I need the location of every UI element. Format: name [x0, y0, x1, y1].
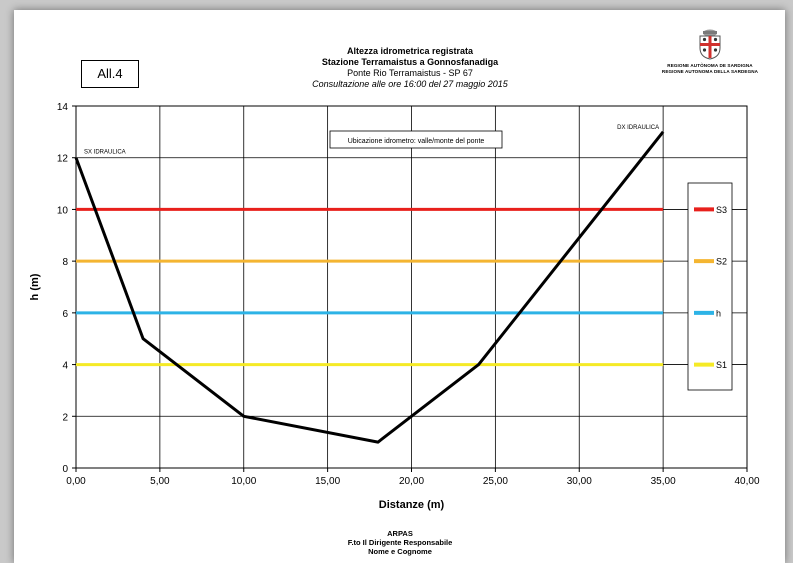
legend-label-h: h: [716, 308, 721, 318]
y-axis-label: h (m): [29, 273, 41, 300]
chart-header: Altezza idrometrica registrata Stazione …: [240, 46, 580, 90]
x-axis-label: Distanze (m): [379, 499, 445, 511]
bridge-name: Ponte Rio Terramaistus - SP 67: [347, 68, 473, 78]
chart-title: Altezza idrometrica registrata: [346, 46, 474, 56]
y-tick-label: 8: [62, 257, 68, 268]
agency-name: ARPAS: [387, 529, 413, 538]
y-tick-label: 12: [57, 154, 69, 165]
attachment-label: All.4: [81, 60, 139, 88]
signature-block: ARPAS F.to Il Dirigente Responsabile Nom…: [300, 529, 500, 556]
x-tick-label: 35,00: [651, 476, 676, 487]
legend-label-S3: S3: [716, 205, 727, 215]
region-name-sardinian: REGIONE AUTÒNOMA DE SARDIGNA: [667, 63, 753, 68]
region-emblem: REGIONE AUTÒNOMA DE SARDIGNA REGIONE AUT…: [655, 28, 765, 75]
x-tick-label: 0,00: [66, 476, 86, 487]
document-sheet: [14, 10, 785, 563]
x-tick-label: 30,00: [567, 476, 592, 487]
region-name-italian: REGIONE AUTONOMA DELLA SARDEGNA: [661, 69, 759, 74]
y-tick-label: 2: [62, 412, 68, 423]
consultation-time: Consultazione alle ore 16:00 del 27 magg…: [312, 79, 508, 89]
x-tick-label: 15,00: [315, 476, 340, 487]
station-name: Stazione Terramaistus a Gonnosfanadiga: [321, 57, 499, 67]
x-tick-label: 40,00: [734, 476, 759, 487]
y-tick-label: 14: [57, 102, 69, 113]
signer-role: F.to Il Dirigente Responsabile: [347, 538, 453, 547]
x-tick-label: 25,00: [483, 476, 508, 487]
left-bank-label: SX IDRAULICA: [84, 150, 126, 156]
legend-label-S1: S1: [716, 360, 727, 370]
coat-of-arms-icon: [699, 29, 721, 60]
x-tick-label: 20,00: [399, 476, 424, 487]
y-tick-label: 6: [62, 309, 68, 320]
gauge-note-text: Ubicazione idrometro: valle/monte del po…: [348, 138, 485, 145]
signer-name: Nome e Cognome: [368, 547, 432, 556]
x-tick-label: 5,00: [150, 476, 170, 487]
gauge-note-box: [329, 130, 503, 149]
y-tick-label: 10: [57, 205, 69, 216]
right-bank-label: DX IDRAULICA: [617, 125, 659, 131]
x-tick-label: 10,00: [231, 476, 256, 487]
y-tick-label: 4: [62, 361, 68, 372]
riverbed-profile-line: [74, 130, 665, 444]
legend-box: [687, 182, 733, 391]
legend-label-S2: S2: [716, 257, 727, 267]
y-tick-label: 0: [62, 464, 68, 475]
